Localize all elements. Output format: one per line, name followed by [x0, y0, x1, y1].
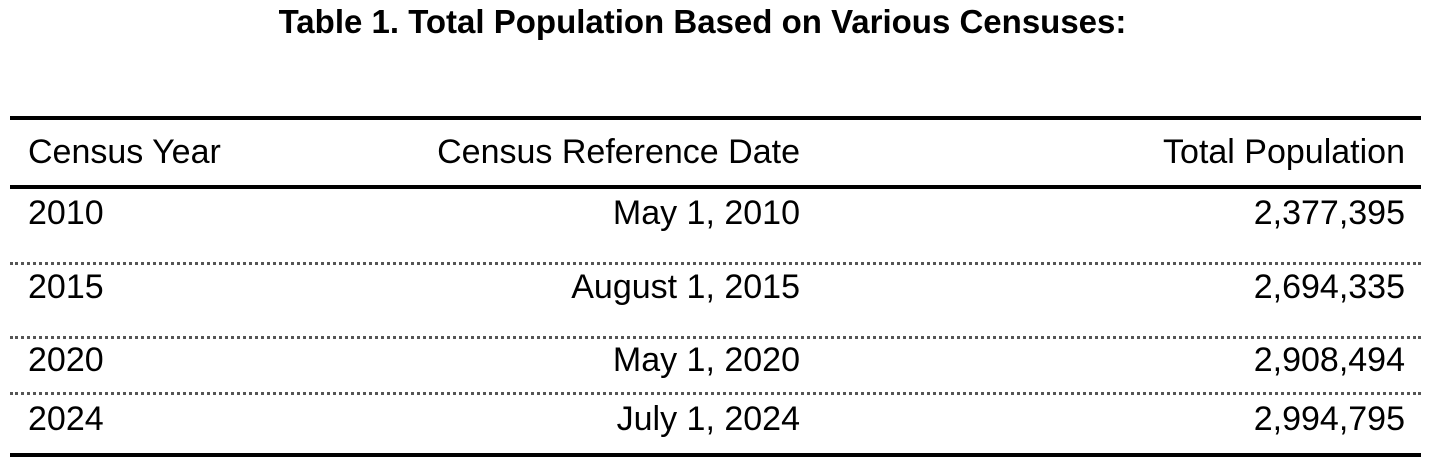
table-cell: 2,908,494	[1253, 341, 1405, 379]
column-header: Census Reference Date	[437, 133, 800, 171]
bottom-rule	[10, 453, 1421, 457]
table-cell: 2020	[28, 341, 104, 379]
table-cell: 2,994,795	[1253, 400, 1405, 438]
table-cell: 2,694,335	[1253, 268, 1405, 306]
row-divider	[10, 392, 1421, 395]
column-header: Census Year	[28, 133, 221, 171]
top-rule	[10, 116, 1421, 120]
table-cell: July 1, 2024	[616, 400, 800, 438]
table-cell: 2010	[28, 194, 104, 232]
table-cell: 2024	[28, 400, 104, 438]
table-cell: 2015	[28, 268, 104, 306]
table-cell: 2,377,395	[1253, 194, 1405, 232]
table-cell: May 1, 2010	[612, 194, 800, 232]
table-title: Table 1. Total Population Based on Vario…	[278, 3, 1127, 40]
header-rule	[10, 185, 1421, 189]
table-cell: August 1, 2015	[571, 268, 800, 306]
row-divider	[10, 262, 1421, 265]
row-divider	[10, 336, 1421, 339]
column-header: Total Population	[1163, 133, 1405, 171]
table-cell: May 1, 2020	[612, 341, 800, 379]
